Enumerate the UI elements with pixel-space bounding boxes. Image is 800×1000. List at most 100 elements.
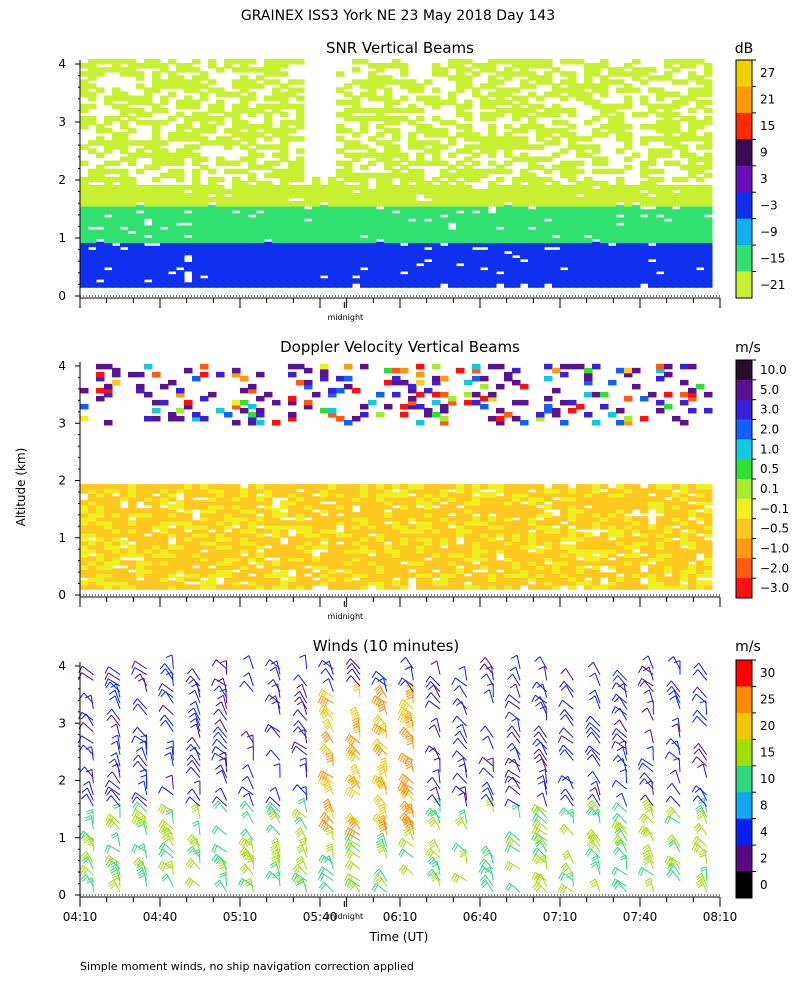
snr-cell	[112, 262, 121, 268]
doppler-cell	[240, 387, 249, 394]
snr-cell	[464, 103, 473, 110]
doppler-cell	[416, 508, 425, 514]
doppler-cell	[104, 544, 113, 550]
doppler-cell	[648, 580, 657, 586]
doppler-cell	[288, 580, 297, 586]
snr-cell	[504, 262, 513, 268]
snr-cell	[216, 245, 225, 252]
snr-cell	[560, 197, 569, 203]
snr-cell	[176, 168, 185, 175]
snr-cell	[664, 205, 673, 211]
doppler-cell	[464, 576, 473, 582]
snr-cell	[664, 75, 673, 81]
doppler-cell	[456, 560, 465, 566]
snr-cell	[648, 209, 657, 215]
doppler-cell	[328, 528, 337, 534]
doppler-cell	[232, 488, 241, 494]
doppler-cell	[240, 532, 249, 538]
snr-cell	[104, 197, 113, 203]
doppler-cell	[624, 548, 633, 554]
doppler-cell	[488, 496, 497, 502]
snr-cell	[416, 241, 425, 248]
snr-cell	[520, 156, 529, 162]
doppler-cell	[192, 576, 201, 582]
snr-cell	[656, 205, 665, 211]
snr-cell	[248, 95, 257, 102]
snr-cell	[80, 249, 89, 256]
doppler-cell	[384, 548, 393, 554]
doppler-cell	[592, 512, 601, 518]
snr-cell	[152, 156, 161, 162]
snr-cell	[600, 257, 609, 264]
doppler-cell	[592, 500, 601, 506]
snr-cell	[608, 128, 617, 134]
snr-cell	[208, 209, 217, 215]
snr-cell	[136, 184, 145, 191]
snr-cell	[432, 192, 441, 199]
doppler-cell	[304, 560, 313, 566]
doppler-cell	[160, 568, 169, 574]
doppler-cell	[176, 584, 185, 590]
doppler-cell	[352, 484, 361, 490]
doppler-cell	[352, 560, 361, 566]
doppler-cell	[104, 492, 113, 498]
snr-cell	[560, 221, 569, 227]
doppler-cell	[224, 540, 233, 546]
snr-cell	[176, 160, 185, 166]
snr-cell	[464, 192, 473, 199]
doppler-cell	[136, 572, 145, 578]
doppler-cell	[528, 520, 537, 526]
doppler-cell	[544, 363, 553, 370]
doppler-cell	[624, 540, 633, 546]
snr-cell	[472, 253, 481, 260]
doppler-cell	[96, 375, 105, 382]
snr-cell	[600, 111, 609, 118]
doppler-cell	[248, 488, 257, 494]
doppler-cell	[224, 512, 233, 518]
snr-cell	[544, 132, 553, 138]
snr-cell	[680, 217, 689, 223]
snr-cell	[88, 233, 97, 240]
snr-cell	[336, 184, 345, 191]
doppler-cell	[440, 488, 449, 494]
doppler-cell	[168, 580, 177, 586]
snr-cell	[280, 176, 289, 183]
doppler-cell	[288, 576, 297, 582]
snr-cell	[600, 221, 609, 227]
doppler-cell	[584, 584, 593, 590]
snr-cell	[88, 205, 97, 211]
snr-cell	[552, 274, 561, 280]
doppler-cell	[88, 504, 97, 510]
snr-cell	[424, 213, 433, 219]
doppler-cell	[344, 580, 353, 586]
snr-cell	[248, 184, 257, 191]
doppler-cell	[424, 580, 433, 586]
snr-cell	[632, 197, 641, 203]
snr-cell	[504, 233, 513, 240]
doppler-cell	[264, 528, 273, 534]
doppler-cell	[408, 488, 417, 494]
snr-cell	[448, 253, 457, 260]
snr-cell	[272, 253, 281, 260]
snr-cell	[456, 67, 465, 73]
doppler-cell	[104, 552, 113, 558]
doppler-cell	[136, 560, 145, 566]
doppler-cell	[560, 576, 569, 582]
doppler-cell	[416, 540, 425, 546]
snr-cell	[280, 225, 289, 231]
snr-cell	[656, 184, 665, 191]
doppler-cell	[352, 528, 361, 534]
doppler-cell	[104, 540, 113, 546]
snr-cell	[560, 160, 569, 166]
snr-cell	[408, 253, 417, 260]
snr-cell	[208, 128, 217, 134]
doppler-cell	[520, 560, 529, 566]
snr-cell	[176, 99, 185, 106]
snr-cell	[152, 221, 161, 227]
snr-cell	[392, 152, 401, 158]
doppler-cell	[320, 367, 329, 374]
doppler-cell	[632, 492, 641, 498]
snr-cell	[296, 237, 305, 244]
doppler-cell	[320, 564, 329, 570]
snr-cell	[536, 188, 545, 195]
